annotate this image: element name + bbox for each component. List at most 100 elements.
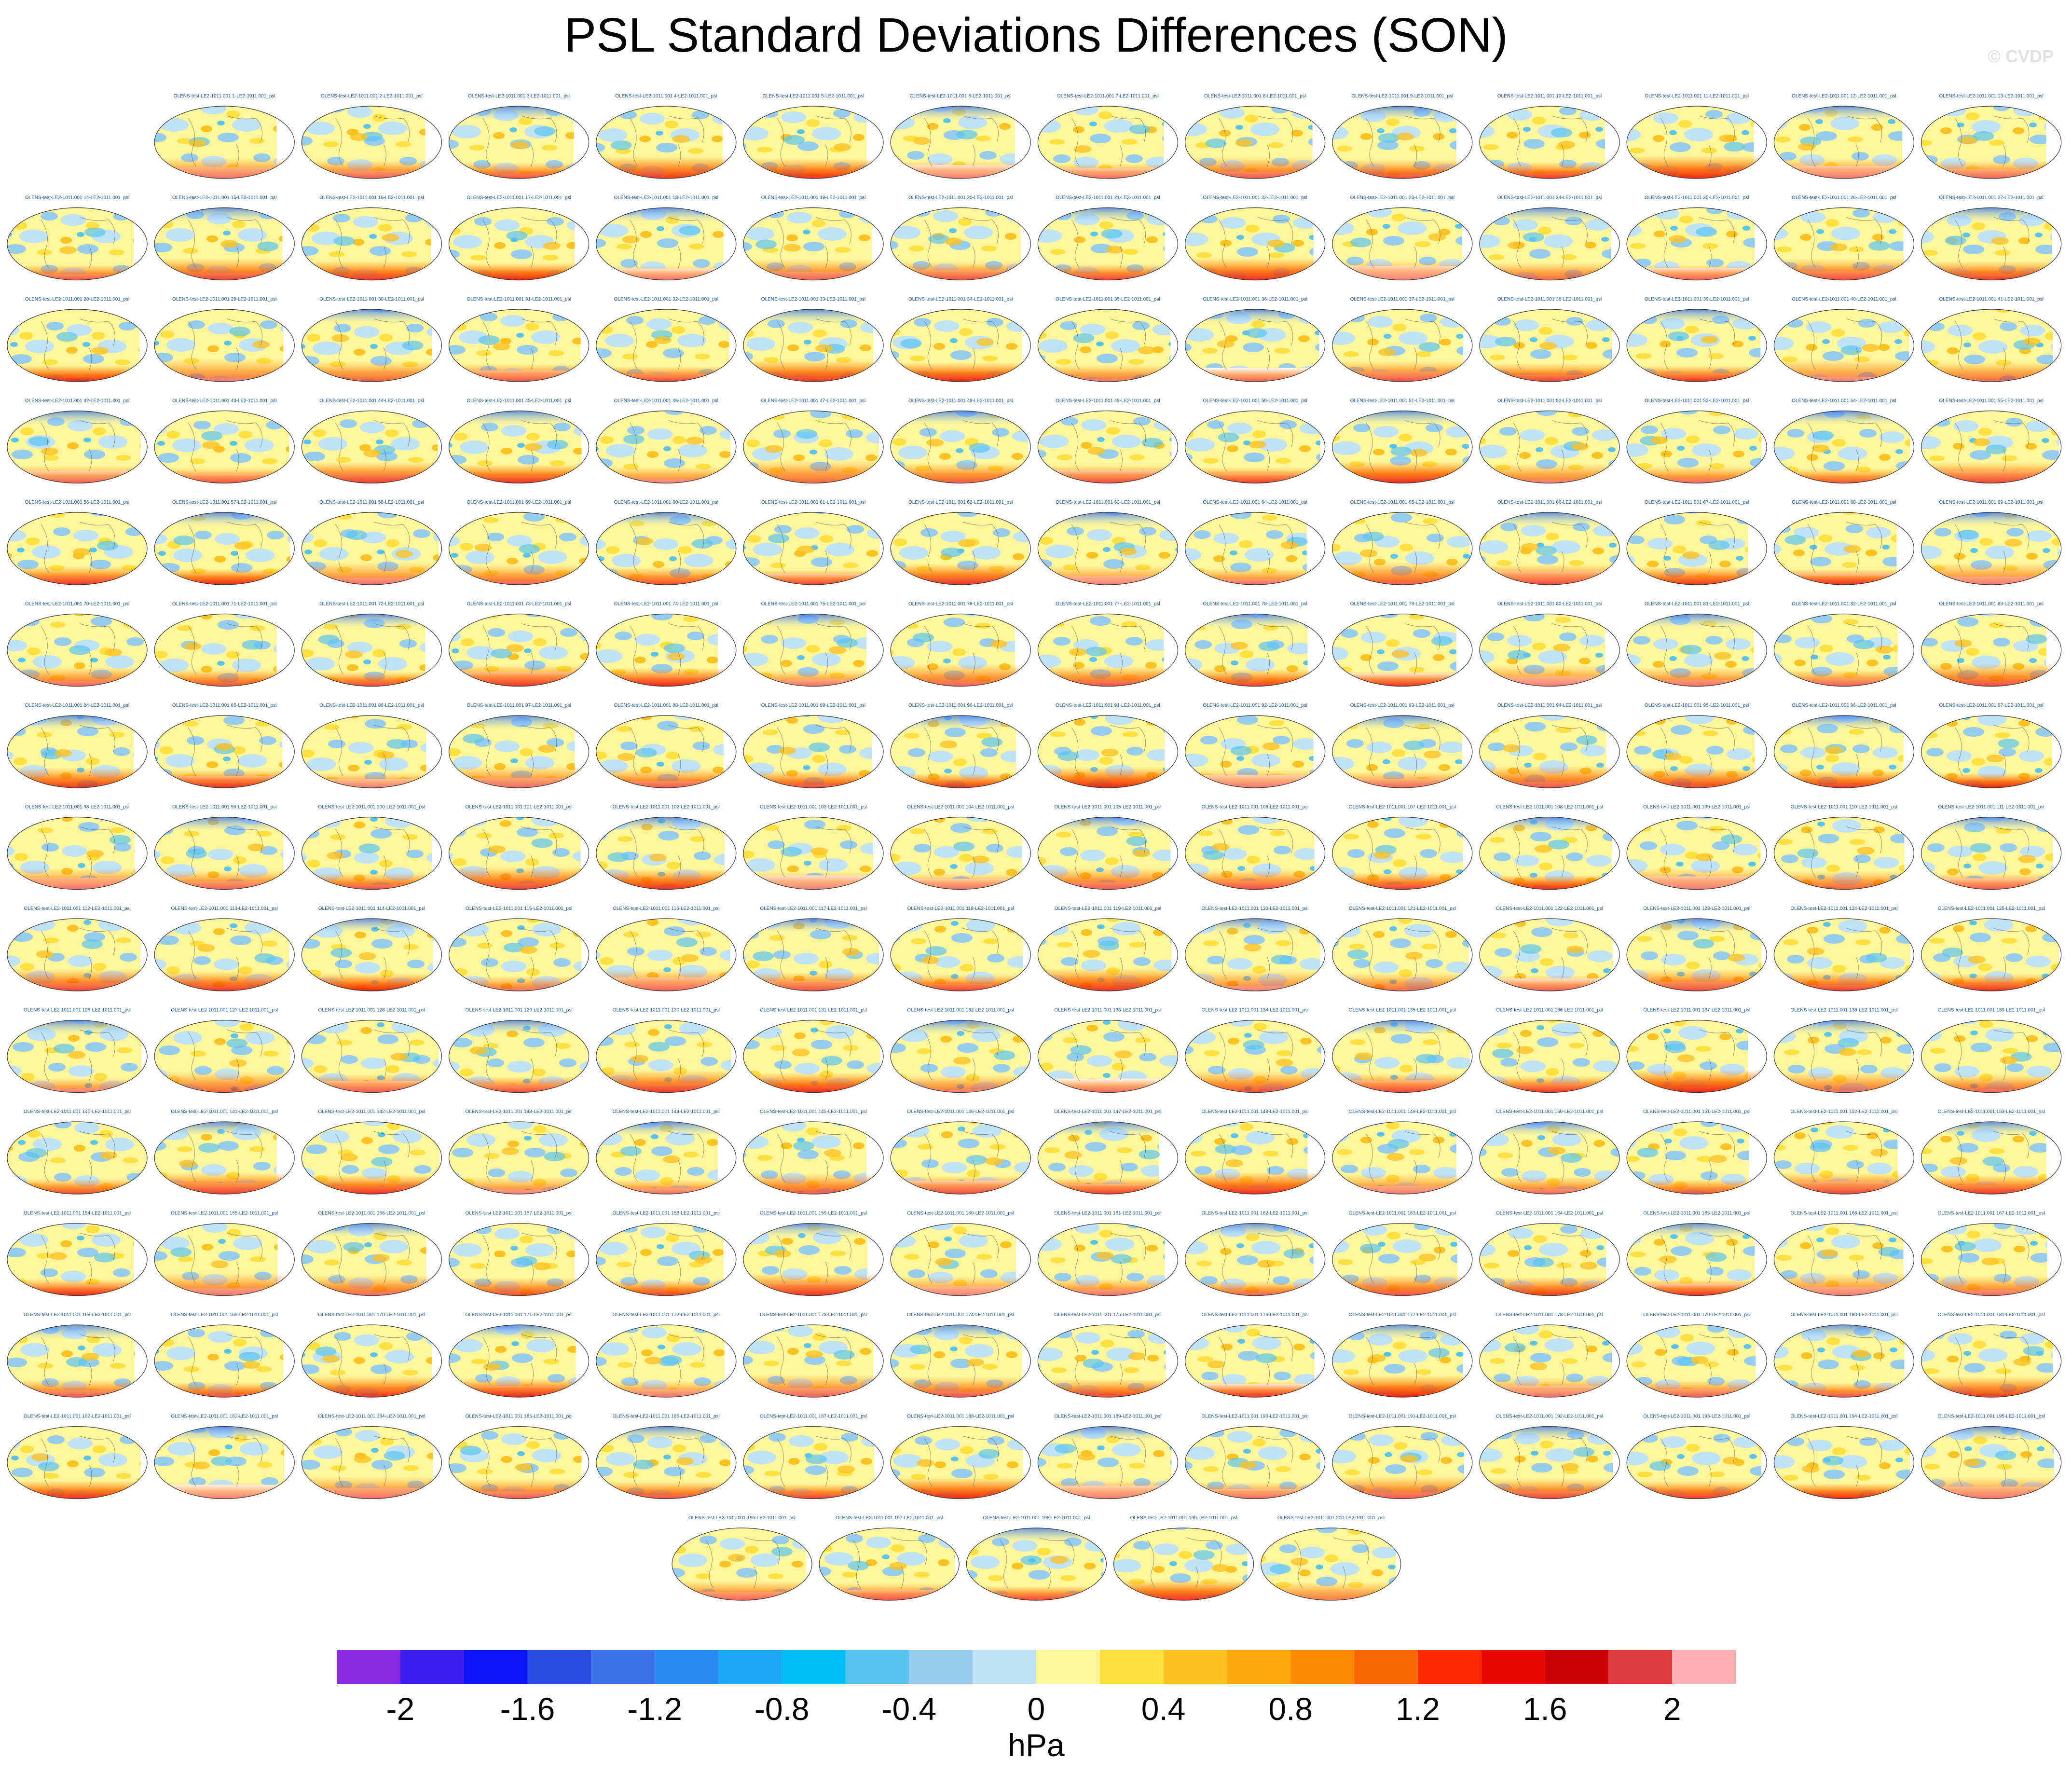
panel-title: OLENS-test-LE2-1011.001 179-LE2-1011.001… bbox=[1643, 1312, 1750, 1318]
map-panel: OLENS-test-LE2-1011.001 142-LE2-1011.001… bbox=[301, 1109, 442, 1195]
map-panel: OLENS-test-LE2-1011.001 74-LE2-1011.001_… bbox=[596, 602, 737, 687]
map-panel: OLENS-test-LE2-1011.001 3-LE2-1011.001_p… bbox=[448, 94, 590, 179]
watermark: © CVDP bbox=[1988, 46, 2054, 66]
panel-title: OLENS-test-LE2-1011.001 126-LE2-1011.001… bbox=[24, 1008, 131, 1013]
map-panel: OLENS-test-LE2-1011.001 12-LE2-1011.001_… bbox=[1773, 94, 1914, 179]
panel-title: OLENS-test-LE2-1011.001 133-LE2-1011.001… bbox=[1054, 1008, 1161, 1013]
map-panel: OLENS-test-LE2-1011.001 111-LE2-1011.001… bbox=[1921, 805, 2062, 890]
panel-title: OLENS-test-LE2-1011.001 30-LE2-1011.001_… bbox=[319, 297, 424, 302]
panel-title: OLENS-test-LE2-1011.001 103-LE2-1011.001… bbox=[760, 805, 867, 810]
panel-title: OLENS-test-LE2-1011.001 62-LE2-1011.001_… bbox=[908, 500, 1013, 505]
map-panel: OLENS-test-LE2-1011.001 187-LE2-1011.001… bbox=[743, 1414, 884, 1499]
map-panel: OLENS-test-LE2-1011.001 152-LE2-1011.001… bbox=[1773, 1109, 1914, 1195]
panel-title: OLENS-test-LE2-1011.001 40-LE2-1011.001_… bbox=[1792, 297, 1896, 302]
map-panel: OLENS-test-LE2-1011.001 61-LE2-1011.001_… bbox=[743, 500, 884, 585]
panel-title: OLENS-test-LE2-1011.001 128-LE2-1011.001… bbox=[318, 1008, 425, 1013]
panel-title: OLENS-test-LE2-1011.001 194-LE2-1011.001… bbox=[1790, 1414, 1897, 1419]
map-panel: OLENS-test-LE2-1011.001 168-LE2-1011.001… bbox=[7, 1312, 148, 1398]
map-panel: OLENS-test-LE2-1011.001 39-LE2-1011.001_… bbox=[1626, 297, 1767, 382]
panel-title: OLENS-test-LE2-1011.001 78-LE2-1011.001_… bbox=[1203, 602, 1307, 607]
map-panel: OLENS-test-LE2-1011.001 166-LE2-1011.001… bbox=[1773, 1211, 1914, 1296]
panel-title: OLENS-test-LE2-1011.001 57-LE2-1011.001_… bbox=[172, 500, 276, 505]
map-panel: OLENS-test-LE2-1011.001 27-LE2-1011.001_… bbox=[1921, 195, 2062, 281]
panel-title: OLENS-test-LE2-1011.001 136-LE2-1011.001… bbox=[1496, 1008, 1603, 1013]
panel-title: OLENS-test-LE2-1011.001 101-LE2-1011.001… bbox=[466, 805, 573, 810]
panel-title: OLENS-test-LE2-1011.001 73-LE2-1011.001_… bbox=[467, 602, 571, 607]
map-panel: OLENS-test-LE2-1011.001 110-LE2-1011.001… bbox=[1773, 805, 1914, 890]
map-panel: OLENS-test-LE2-1011.001 198-LE2-1011.001… bbox=[966, 1515, 1107, 1601]
panel-title: OLENS-test-LE2-1011.001 26-LE2-1011.001_… bbox=[1792, 195, 1896, 201]
panel-title: OLENS-test-LE2-1011.001 56-LE2-1011.001_… bbox=[25, 500, 129, 505]
panel-title: OLENS-test-LE2-1011.001 84-LE2-1011.001_… bbox=[25, 703, 129, 708]
map-panel: OLENS-test-LE2-1011.001 183-LE2-1011.001… bbox=[154, 1414, 295, 1499]
map-panel: OLENS-test-LE2-1011.001 36-LE2-1011.001_… bbox=[1185, 297, 1326, 382]
panel-title: OLENS-test-LE2-1011.001 90-LE2-1011.001_… bbox=[908, 703, 1013, 708]
map-panel: OLENS-test-LE2-1011.001 102-LE2-1011.001… bbox=[596, 805, 737, 890]
panel-title: OLENS-test-LE2-1011.001 94-LE2-1011.001_… bbox=[1497, 703, 1602, 708]
panel-title: OLENS-test-LE2-1011.001 176-LE2-1011.001… bbox=[1202, 1312, 1309, 1318]
panel-title: OLENS-test-LE2-1011.001 68-LE2-1011.001_… bbox=[1792, 500, 1896, 505]
map-panel: OLENS-test-LE2-1011.001 64-LE2-1011.001_… bbox=[1185, 500, 1326, 585]
map-panel: OLENS-test-LE2-1011.001 97-LE2-1011.001_… bbox=[1921, 703, 2062, 788]
map-panel: OLENS-test-LE2-1011.001 104-LE2-1011.001… bbox=[890, 805, 1031, 890]
panel-title: OLENS-test-LE2-1011.001 181-LE2-1011.001… bbox=[1938, 1312, 2045, 1318]
panel-title: OLENS-test-LE2-1011.001 125-LE2-1011.001… bbox=[1938, 906, 2045, 911]
map-panel: OLENS-test-LE2-1011.001 159-LE2-1011.001… bbox=[743, 1211, 884, 1296]
map-panel: OLENS-test-LE2-1011.001 14-LE2-1011.001_… bbox=[7, 195, 148, 281]
panel-title: OLENS-test-LE2-1011.001 93-LE2-1011.001_… bbox=[1350, 703, 1455, 708]
panel-title: OLENS-test-LE2-1011.001 185-LE2-1011.001… bbox=[466, 1414, 573, 1419]
map-panel: OLENS-test-LE2-1011.001 165-LE2-1011.001… bbox=[1626, 1211, 1767, 1296]
map-panel: OLENS-test-LE2-1011.001 91-LE2-1011.001_… bbox=[1037, 703, 1178, 788]
panel-title: OLENS-test-LE2-1011.001 38-LE2-1011.001_… bbox=[1497, 297, 1602, 302]
panel-title: OLENS-test-LE2-1011.001 10-LE2-1011.001_… bbox=[1497, 94, 1602, 99]
map-panel: OLENS-test-LE2-1011.001 122-LE2-1011.001… bbox=[1479, 906, 1620, 991]
map-panel: OLENS-test-LE2-1011.001 52-LE2-1011.001_… bbox=[1479, 399, 1620, 484]
map-panel: OLENS-test-LE2-1011.001 40-LE2-1011.001_… bbox=[1773, 297, 1914, 382]
panel-title: OLENS-test-LE2-1011.001 175-LE2-1011.001… bbox=[1054, 1312, 1161, 1318]
map-panel: OLENS-test-LE2-1011.001 125-LE2-1011.001… bbox=[1921, 906, 2062, 991]
map-panel: OLENS-test-LE2-1011.001 23-LE2-1011.001_… bbox=[1332, 195, 1473, 281]
panel-title: OLENS-test-LE2-1011.001 127-LE2-1011.001… bbox=[171, 1008, 278, 1013]
panel-title: OLENS-test-LE2-1011.001 17-LE2-1011.001_… bbox=[467, 195, 571, 201]
panel-title: OLENS-test-LE2-1011.001 36-LE2-1011.001_… bbox=[1203, 297, 1307, 302]
panel-title: OLENS-test-LE2-1011.001 95-LE2-1011.001_… bbox=[1645, 703, 1749, 708]
panel-title: OLENS-test-LE2-1011.001 157-LE2-1011.001… bbox=[466, 1211, 573, 1216]
map-panel: OLENS-test-LE2-1011.001 157-LE2-1011.001… bbox=[448, 1211, 590, 1296]
map-panel: OLENS-test-LE2-1011.001 176-LE2-1011.001… bbox=[1185, 1312, 1326, 1398]
map-panel: OLENS-test-LE2-1011.001 124-LE2-1011.001… bbox=[1773, 906, 1914, 991]
panel-title: OLENS-test-LE2-1011.001 124-LE2-1011.001… bbox=[1790, 906, 1897, 911]
panel-title: OLENS-test-LE2-1011.001 102-LE2-1011.001… bbox=[613, 805, 720, 810]
map-panel: OLENS-test-LE2-1011.001 34-LE2-1011.001_… bbox=[890, 297, 1031, 382]
panel-title: OLENS-test-LE2-1011.001 59-LE2-1011.001_… bbox=[467, 500, 571, 505]
map-panel: OLENS-test-LE2-1011.001 82-LE2-1011.001_… bbox=[1773, 602, 1914, 687]
map-panel: OLENS-test-LE2-1011.001 109-LE2-1011.001… bbox=[1626, 805, 1767, 890]
map-panel: OLENS-test-LE2-1011.001 20-LE2-1011.001_… bbox=[890, 195, 1031, 281]
map-panel: OLENS-test-LE2-1011.001 185-LE2-1011.001… bbox=[448, 1414, 590, 1499]
map-panel: OLENS-test-LE2-1011.001 28-LE2-1011.001_… bbox=[7, 297, 148, 382]
map-panel: OLENS-test-LE2-1011.001 199-LE2-1011.001… bbox=[1113, 1515, 1254, 1601]
panel-title: OLENS-test-LE2-1011.001 3-LE2-1011.001_p… bbox=[468, 94, 570, 99]
map-panel: OLENS-test-LE2-1011.001 175-LE2-1011.001… bbox=[1037, 1312, 1178, 1398]
colorbar-tick-label: -2 bbox=[386, 1691, 414, 1727]
panel-title: OLENS-test-LE2-1011.001 147-LE2-1011.001… bbox=[1054, 1109, 1161, 1114]
map-panel: OLENS-test-LE2-1011.001 153-LE2-1011.001… bbox=[1921, 1109, 2062, 1195]
colorbar-tick-label: 0.8 bbox=[1268, 1691, 1313, 1727]
panel-title: OLENS-test-LE2-1011.001 44-LE2-1011.001_… bbox=[319, 399, 424, 404]
map-panel: OLENS-test-LE2-1011.001 163-LE2-1011.001… bbox=[1332, 1211, 1473, 1296]
panel-title: OLENS-test-LE2-1011.001 165-LE2-1011.001… bbox=[1643, 1211, 1750, 1216]
panel-title: OLENS-test-LE2-1011.001 45-LE2-1011.001_… bbox=[467, 399, 571, 404]
panel-title: OLENS-test-LE2-1011.001 87-LE2-1011.001_… bbox=[467, 703, 571, 708]
map-panel: OLENS-test-LE2-1011.001 79-LE2-1011.001_… bbox=[1332, 602, 1473, 687]
map-panel: OLENS-test-LE2-1011.001 140-LE2-1011.001… bbox=[7, 1109, 148, 1195]
panel-title: OLENS-test-LE2-1011.001 198-LE2-1011.001… bbox=[983, 1515, 1090, 1521]
panel-title: OLENS-test-LE2-1011.001 195-LE2-1011.001… bbox=[1938, 1414, 2045, 1419]
panel-title: OLENS-test-LE2-1011.001 21-LE2-1011.001_… bbox=[1056, 195, 1160, 201]
map-panel: OLENS-test-LE2-1011.001 59-LE2-1011.001_… bbox=[448, 500, 590, 585]
map-panel: OLENS-test-LE2-1011.001 2-LE2-1011.001_p… bbox=[301, 94, 442, 179]
map-panel: OLENS-test-LE2-1011.001 164-LE2-1011.001… bbox=[1479, 1211, 1620, 1296]
map-panel: OLENS-test-LE2-1011.001 72-LE2-1011.001_… bbox=[301, 602, 442, 687]
map-panel: OLENS-test-LE2-1011.001 126-LE2-1011.001… bbox=[7, 1008, 148, 1093]
panel-title: OLENS-test-LE2-1011.001 142-LE2-1011.001… bbox=[318, 1109, 425, 1114]
map-panel: OLENS-test-LE2-1011.001 105-LE2-1011.001… bbox=[1037, 805, 1178, 890]
map-panel: OLENS-test-LE2-1011.001 131-LE2-1011.001… bbox=[743, 1008, 884, 1093]
